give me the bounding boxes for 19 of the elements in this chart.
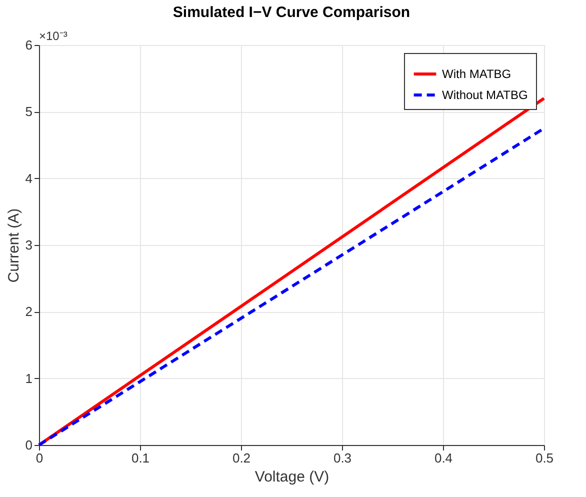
x-tick-label: 0.2 xyxy=(232,450,251,466)
x-tick-label: 0.1 xyxy=(131,450,150,466)
y-tick-label: 5 xyxy=(25,104,32,120)
legend-label: With MATBG xyxy=(442,67,512,81)
x-tick-label: 0.3 xyxy=(333,450,352,466)
text: ×10⁻³ xyxy=(39,29,68,43)
y-tick-label: 2 xyxy=(25,304,32,320)
x-axis-title: Voltage (V) xyxy=(254,468,330,486)
y-tick-label: 6 xyxy=(25,38,32,52)
y-tick-label: 1 xyxy=(25,370,32,386)
x-tick-label: 0.4 xyxy=(434,450,453,466)
x-tick-label: 0 xyxy=(36,450,44,466)
y-tick-label: 3 xyxy=(25,238,32,252)
x-tick-label: 0.5 xyxy=(535,450,554,466)
y-axis-title: Current (A) xyxy=(5,208,22,283)
legend-label: Without MATBG xyxy=(442,88,528,102)
chart-title: Simulated I−V Curve Comparison xyxy=(172,4,410,21)
y-tick-label: 0 xyxy=(25,438,32,452)
y-tick-label: 4 xyxy=(25,170,32,186)
